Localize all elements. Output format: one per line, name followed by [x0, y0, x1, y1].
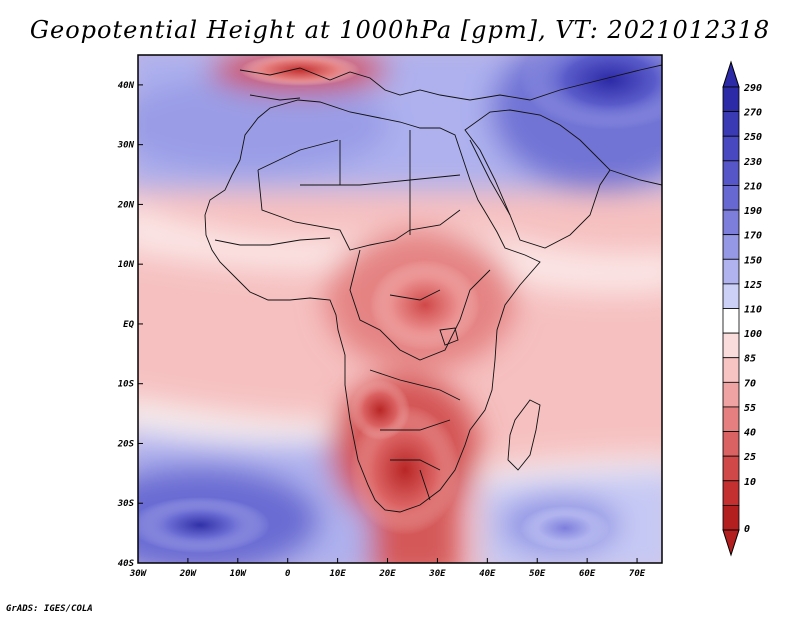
colorbar-label: 25 — [743, 452, 756, 463]
colorbar-label: 170 — [744, 231, 762, 242]
colorbar-label: 150 — [744, 255, 762, 266]
colorbar-label: 125 — [744, 280, 762, 291]
colorbar-swatch — [722, 431, 740, 457]
colorbar-label: 210 — [743, 181, 762, 192]
lon-tick-label: 30W — [129, 569, 148, 579]
colorbar-swatch — [722, 111, 740, 137]
lon-tick-label: 30E — [428, 569, 446, 579]
colorbar-swatch — [722, 234, 740, 260]
lon-tick-label: 20W — [179, 569, 198, 579]
colorbar-swatch — [722, 357, 740, 383]
lon-tick-label: 10W — [230, 569, 248, 579]
colorbar-swatch — [722, 135, 740, 162]
colorbar-swatch — [722, 480, 740, 506]
colorbar-legend: 2902702502302101901701501251101008570554… — [722, 60, 762, 557]
lon-tick-label: 20E — [378, 569, 396, 579]
colorbar-swatch — [722, 308, 740, 334]
colorbar-label: 250 — [743, 132, 762, 143]
colorbar-swatch — [722, 381, 740, 408]
colorbar-swatch — [722, 455, 740, 482]
geopotential-field — [138, 55, 662, 563]
colorbar-label: 40 — [744, 428, 756, 439]
madagascar — [507, 399, 541, 471]
colorbar-swatch — [722, 185, 740, 211]
colorbar-swatch — [722, 160, 740, 186]
colorbar-label: 55 — [744, 403, 756, 414]
colorbar-label: 290 — [743, 83, 762, 94]
lat-tick-label: 40N — [118, 81, 135, 91]
colorbar-swatch — [722, 258, 740, 285]
lat-tick-label: 10N — [118, 260, 135, 270]
chart-title: Geopotential Height at 1000hPa [gpm], VT… — [29, 16, 771, 44]
colorbar-top-arrow — [722, 60, 740, 88]
plot-frame — [137, 54, 663, 564]
colorbar-swatch — [722, 209, 740, 236]
colorbar-label: 85 — [744, 354, 756, 365]
lat-tick-label: 40S — [118, 559, 135, 569]
colorbar-bottom-arrow — [722, 529, 740, 557]
africa-coastline — [204, 99, 541, 513]
lat-tick-label: 30S — [117, 499, 135, 509]
lat-tick-label: 10S — [118, 380, 135, 390]
colorbar-label: 100 — [744, 329, 762, 340]
colorbar-label: 270 — [743, 108, 762, 119]
lon-tick-label: 50E — [529, 569, 546, 579]
lon-tick-label: 60E — [579, 569, 596, 579]
footer-credit: GrADS: IGES/COLA — [6, 604, 93, 614]
colorbar-swatch — [722, 86, 740, 113]
lat-tick-label: 20S — [117, 439, 135, 449]
lon-tick-label: 70E — [629, 569, 646, 579]
axis-ticks: 30W 20W 10W 0 10E 20E 30E 40E 50E 60E 70E 40N 30N 20N… — [117, 81, 646, 579]
colorbar-swatch — [722, 504, 740, 531]
colorbar-label: 110 — [744, 305, 762, 316]
lon-tick-label: 0 — [285, 569, 291, 579]
europe-coastline — [239, 64, 662, 101]
coastlines — [204, 64, 662, 513]
colorbar-label: 0 — [744, 524, 750, 535]
colorbar-label: 190 — [744, 206, 762, 217]
colorbar-label: 10 — [744, 477, 756, 488]
arabian-peninsula — [464, 109, 662, 249]
colorbar-label: 70 — [744, 378, 756, 389]
colorbar-swatch — [722, 406, 740, 432]
colorbar-swatch — [722, 283, 740, 309]
lat-tick-label: 20N — [117, 200, 135, 210]
lon-tick-label: 10E — [329, 569, 346, 579]
lat-tick-label: 30N — [117, 141, 135, 151]
colorbar-label: 230 — [743, 157, 762, 168]
colorbar-swatch — [722, 332, 740, 359]
lat-tick-label: EQ — [123, 320, 134, 330]
lon-tick-label: 40E — [479, 569, 496, 579]
